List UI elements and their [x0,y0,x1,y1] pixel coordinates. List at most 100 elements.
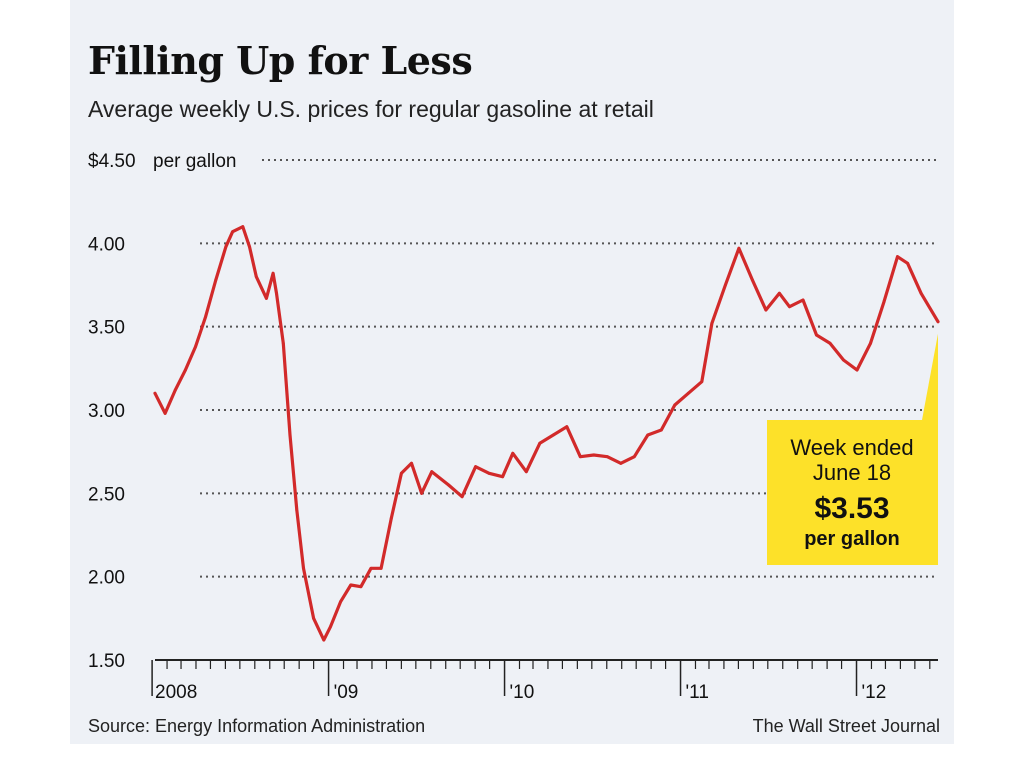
series-line [153,225,940,642]
data-point [254,275,258,279]
data-point [737,246,741,250]
data-point [447,483,451,487]
y-tick-label: 4.00 [88,234,125,255]
callout-box-rect [767,420,938,565]
y-tick-label: $4.50 [88,151,136,172]
data-point [565,425,569,429]
y-axis-unit-label: per gallon [153,151,236,172]
data-point [788,305,791,309]
data-point [231,230,235,234]
callout-unit: per gallon [804,528,900,550]
data-point [389,516,393,520]
data-point [919,291,923,295]
callout-line1: Week ended [790,435,913,460]
data-point [369,566,373,570]
data-point [511,451,515,455]
data-point [241,225,245,229]
data-point [538,441,542,445]
data-point [777,291,781,295]
data-point [302,566,305,570]
data-point [801,298,805,302]
chart-subtitle: Average weekly U.S. prices for regular g… [88,96,654,122]
data-point [673,403,677,407]
data-point [264,296,268,300]
y-tick-label: 2.00 [88,568,125,589]
callout-pointer [922,333,938,420]
data-point [936,320,940,324]
data-point [578,455,582,459]
data-point [194,345,197,349]
data-point [214,278,218,282]
x-tick-label: '12 [862,682,887,703]
data-point [896,255,899,259]
data-point [275,291,278,295]
data-point [281,341,285,345]
gridlines [200,159,938,578]
data-point [855,368,859,372]
callout: Week ended June 18 $3.53 per gallon [767,333,938,565]
data-point [551,433,555,437]
data-point [410,461,413,465]
data-point [592,453,596,457]
data-point [659,428,663,432]
series-group [153,225,940,642]
data-point [828,341,832,345]
callout-value: $3.53 [814,492,889,525]
data-point [173,388,177,392]
data-point [399,471,403,475]
data-point [474,465,478,469]
y-axis: $4.50 4.00 3.50 3.00 2.50 2.00 1.50 [88,151,136,672]
data-point [204,315,208,319]
data-point [842,358,845,362]
data-point [882,300,886,304]
data-point [723,283,727,287]
data-point [312,616,316,620]
data-point [906,261,910,265]
data-point [322,638,326,642]
data-point [224,245,228,249]
source-note: Source: Energy Information Administratio… [88,716,426,736]
data-point [501,475,505,479]
data-point [379,566,383,570]
y-tick-label: 1.50 [88,651,125,672]
data-point [288,433,292,437]
data-point [430,470,434,474]
data-point [248,245,251,249]
callout-line2: June 18 [813,460,891,485]
x-axis: 2008 '09 '10 '11 '12 [151,659,938,703]
data-point [524,470,528,474]
data-point [619,461,623,465]
x-tick-label: '11 [686,682,709,703]
data-point [153,391,157,395]
chart-card [70,0,954,744]
data-point [460,495,464,499]
data-point [339,600,343,604]
data-point [605,455,609,459]
data-point [183,368,187,372]
data-point [764,308,768,312]
data-point [700,380,704,384]
data-point [349,583,353,587]
publisher-credit: The Wall Street Journal [752,716,940,736]
data-point [295,508,299,512]
data-point [869,341,872,345]
data-point [420,491,424,495]
data-point [750,278,754,282]
data-point [686,391,690,395]
data-point [329,625,332,629]
x-tick-label: '10 [510,682,535,703]
data-point [632,455,636,459]
y-tick-label: 2.50 [88,484,125,505]
data-point [646,433,650,437]
y-tick-label: 3.50 [88,318,125,339]
x-tick-label: 2008 [155,682,197,703]
data-point [487,471,491,475]
y-tick-label: 3.00 [88,401,125,422]
data-point [710,321,714,325]
data-point [163,411,167,415]
data-point [815,333,818,337]
data-point [359,585,363,589]
x-tick-label: '09 [334,682,359,703]
chart-title: Filling Up for Less [88,38,473,83]
